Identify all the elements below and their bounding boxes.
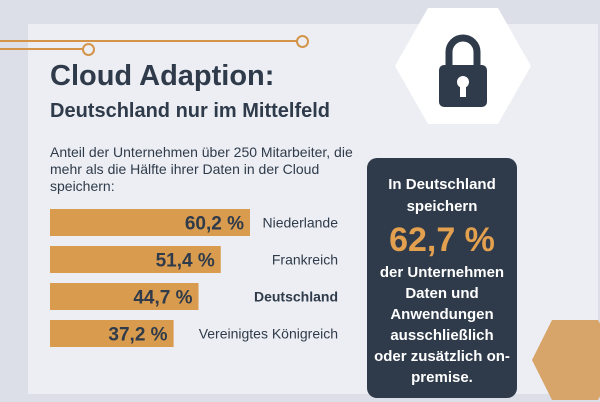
callout-box: In Deutschland speichern 62,7 % der Unte… bbox=[367, 158, 517, 398]
chart-description: Anteil der Unternehmen über 250 Mitarbei… bbox=[50, 144, 353, 194]
callout-detail-text: der Unternehmen Daten und Anwendungen au… bbox=[374, 264, 510, 386]
page-subtitle: Deutschland nur im Mittelfeld bbox=[50, 100, 331, 122]
decorative-line-bottom bbox=[0, 48, 84, 50]
hexagon-decoration-right bbox=[532, 320, 600, 400]
bar-value-label-3: 37,2 % bbox=[108, 325, 167, 346]
decorative-dot-bottom bbox=[82, 43, 95, 56]
bar-1 bbox=[50, 246, 221, 273]
bar-value-label-0: 60,2 % bbox=[185, 214, 244, 235]
callout-intro-text: In Deutschland speichern bbox=[388, 176, 496, 215]
bar-value-label-1: 51,4 % bbox=[156, 251, 215, 272]
category-label-3: Vereinigtes Königreich bbox=[199, 326, 338, 342]
callout-value: 62,7 % bbox=[389, 221, 495, 259]
hexagon-lock-badge bbox=[395, 8, 531, 124]
category-label-1: Frankreich bbox=[272, 252, 338, 268]
bar-3 bbox=[50, 320, 174, 347]
category-label-2: Deutschland bbox=[254, 289, 338, 305]
decorative-line-top bbox=[0, 40, 298, 42]
bar-value-label-2: 44,7 % bbox=[133, 288, 192, 309]
bar-0 bbox=[50, 209, 250, 236]
bar-2 bbox=[50, 283, 199, 310]
decorative-dot-top bbox=[296, 35, 309, 48]
padlock-icon bbox=[439, 34, 487, 107]
category-label-0: Niederlande bbox=[263, 215, 339, 231]
page-title: Cloud Adaption: bbox=[50, 60, 275, 92]
